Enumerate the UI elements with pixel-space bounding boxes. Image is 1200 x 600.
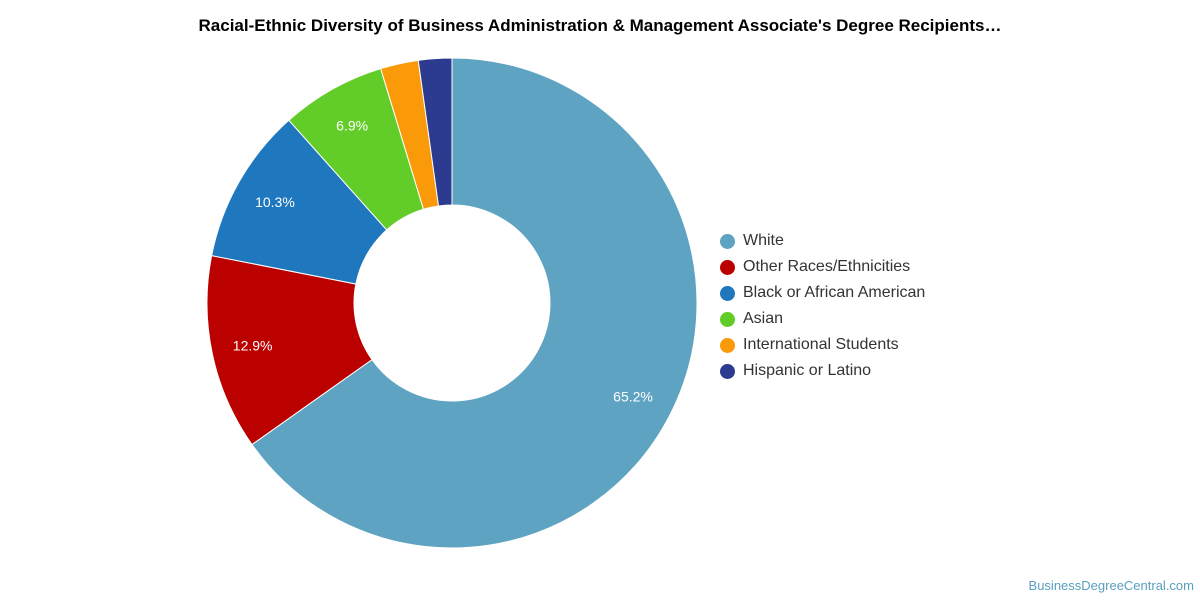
legend-swatch-icon	[720, 363, 735, 379]
legend-label: International Students	[743, 336, 899, 353]
slice-label-black-or-african-american: 10.3%	[255, 194, 295, 210]
slice-label-other-races-ethnicities: 12.9%	[233, 338, 273, 354]
legend-item-black-or-african-american[interactable]: Black or African American	[720, 280, 925, 306]
chart-title: Racial-Ethnic Diversity of Business Admi…	[198, 16, 1002, 35]
legend-swatch-icon	[720, 311, 735, 327]
watermark: BusinessDegreeCentral.com	[1028, 578, 1194, 593]
legend-item-other-races-ethnicities[interactable]: Other Races/Ethnicities	[720, 254, 925, 280]
legend-label: Asian	[743, 310, 784, 327]
legend-item-international-students[interactable]: International Students	[720, 332, 925, 358]
legend-label: Black or African American	[743, 284, 926, 301]
slice-label-asian: 6.9%	[336, 117, 368, 133]
legend-label: Hispanic or Latino	[743, 362, 872, 379]
legend: White Other Races/Ethnicities Black or Afr…	[720, 228, 925, 384]
legend-swatch-icon	[720, 285, 735, 301]
legend-swatch-icon	[720, 259, 735, 275]
slice-other-races-ethnicities	[206, 254, 373, 446]
slice-white	[251, 57, 698, 549]
legend-item-white[interactable]: White	[720, 228, 925, 254]
slice-label-white: 65.2%	[613, 389, 653, 405]
legend-swatch-icon	[720, 337, 735, 353]
legend-label: White	[743, 232, 784, 249]
slice-black-or-african-american	[211, 119, 388, 285]
slice-hispanic-or-latino	[417, 57, 453, 207]
legend-item-asian[interactable]: Asian	[720, 306, 925, 332]
legend-item-hispanic-or-latino[interactable]: Hispanic or Latino	[720, 358, 925, 384]
legend-label: Other Races/Ethnicities	[743, 258, 911, 275]
legend-swatch-icon	[720, 233, 735, 249]
